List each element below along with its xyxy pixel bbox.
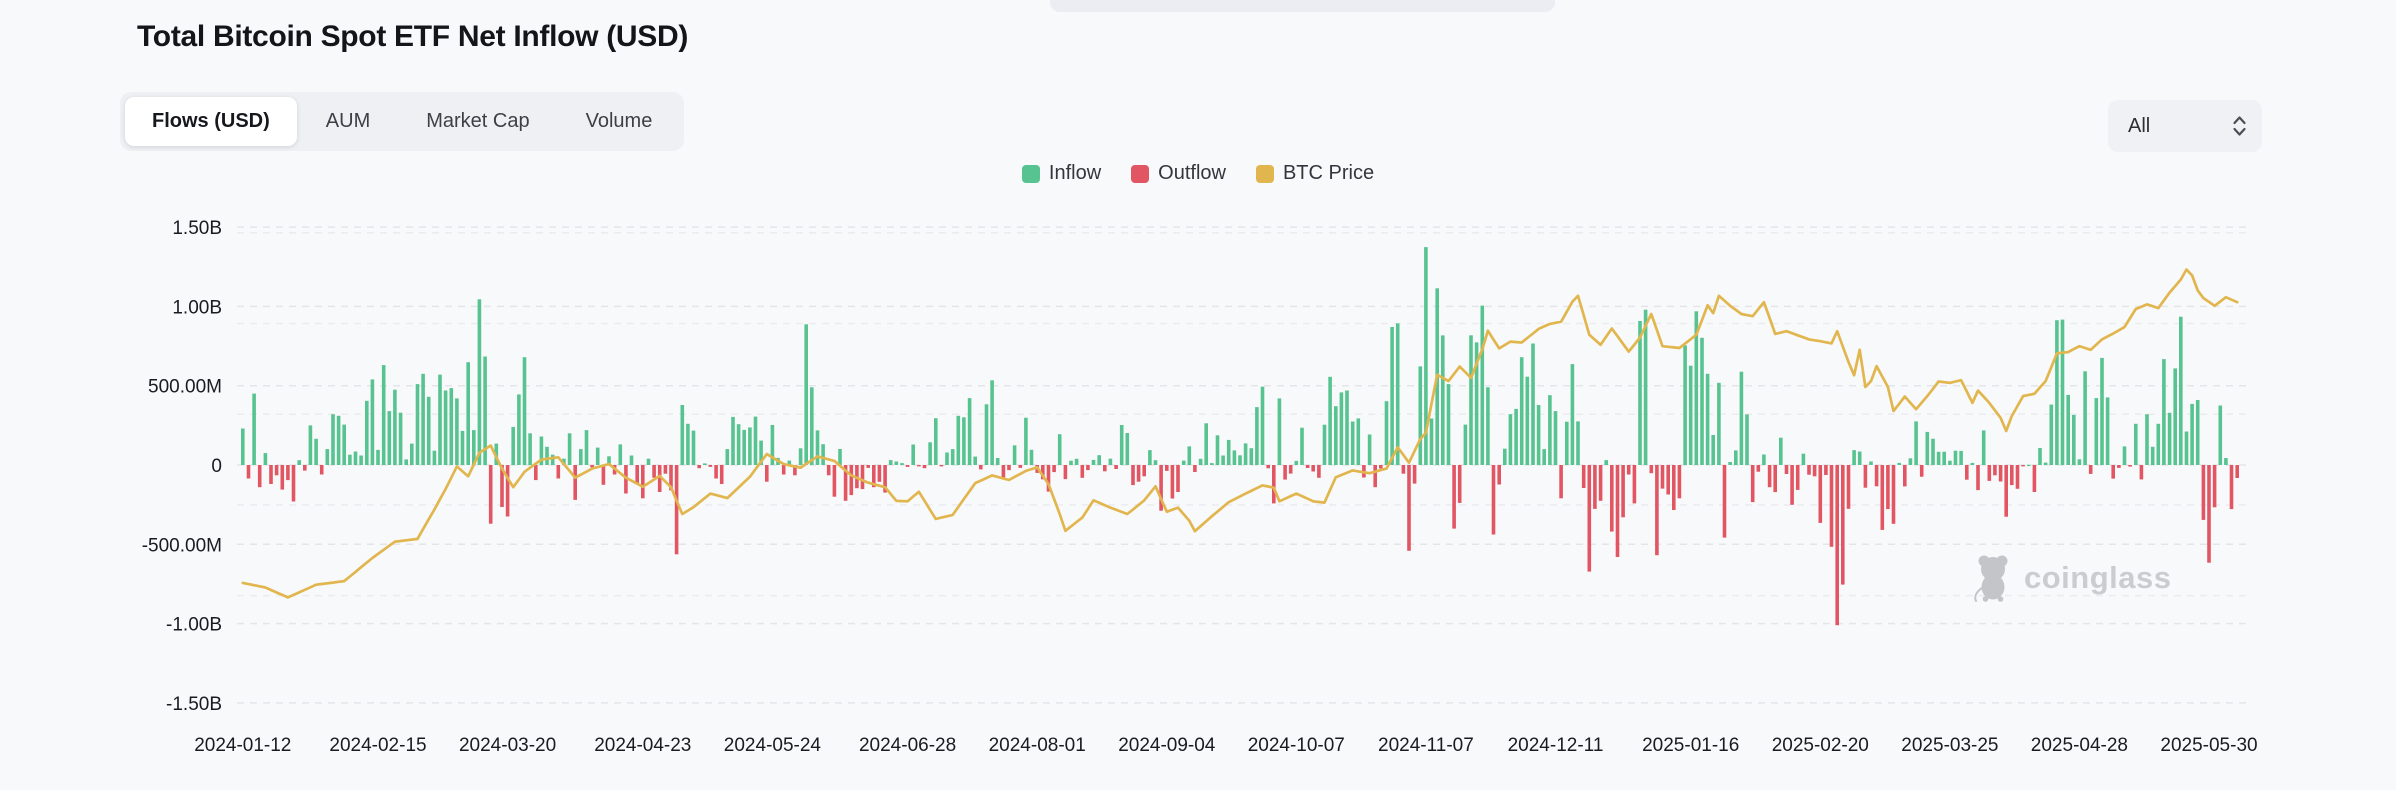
legend: Inflow Outflow BTC Price	[0, 162, 2396, 185]
svg-text:2024-10-07: 2024-10-07	[1248, 735, 1345, 756]
svg-text:500.00M: 500.00M	[148, 377, 222, 398]
coinglass-watermark: coinglass	[1972, 554, 2172, 602]
select-chevrons-icon	[2231, 114, 2248, 138]
legend-item-btc-price[interactable]: BTC Price	[1255, 162, 1375, 185]
legend-label: BTC Price	[1282, 162, 1375, 184]
svg-text:2025-02-20: 2025-02-20	[1772, 735, 1869, 756]
svg-text:2025-03-25: 2025-03-25	[1901, 735, 1998, 756]
legend-label: Inflow	[1048, 162, 1102, 184]
outflow-swatch-icon	[1131, 164, 1150, 183]
btc-price-swatch-icon	[1255, 164, 1274, 183]
tab-market-cap[interactable]: Market Cap	[426, 110, 530, 132]
svg-text:2024-08-01: 2024-08-01	[989, 735, 1086, 756]
svg-text:2025-05-30: 2025-05-30	[2160, 735, 2257, 756]
svg-text:-1.00B: -1.00B	[166, 615, 222, 636]
inflow-swatch-icon	[1021, 164, 1040, 183]
chart-tabs: Flows (USD) AUM Market Cap Volume	[120, 92, 685, 151]
svg-text:2024-02-15: 2024-02-15	[329, 735, 426, 756]
coinglass-logo-icon	[1972, 554, 2014, 602]
svg-text:-1.50B: -1.50B	[166, 694, 222, 715]
svg-text:2024-05-24: 2024-05-24	[724, 735, 822, 756]
svg-text:2025-04-28: 2025-04-28	[2031, 735, 2128, 756]
legend-label: Outflow	[1158, 162, 1226, 184]
legend-item-inflow[interactable]: Inflow	[1021, 162, 1102, 185]
svg-text:2024-09-04: 2024-09-04	[1118, 735, 1216, 756]
watermark-text: coinglass	[2024, 560, 2172, 595]
svg-text:2024-06-28: 2024-06-28	[859, 735, 956, 756]
svg-text:2024-03-20: 2024-03-20	[459, 735, 556, 756]
range-select[interactable]: All	[2108, 100, 2262, 152]
tab-flows-usd[interactable]: Flows (USD)	[125, 97, 297, 146]
page-title: Total Bitcoin Spot ETF Net Inflow (USD)	[137, 20, 689, 53]
legend-item-outflow[interactable]: Outflow	[1131, 162, 1226, 185]
tab-volume[interactable]: Volume	[585, 110, 653, 132]
svg-text:2025-01-16: 2025-01-16	[1642, 735, 1739, 756]
svg-text:2024-01-12: 2024-01-12	[194, 735, 291, 756]
svg-text:2024-11-07: 2024-11-07	[1378, 735, 1474, 756]
svg-text:1.50B: 1.50B	[172, 218, 222, 239]
svg-text:0: 0	[211, 456, 222, 477]
tab-aum[interactable]: AUM	[325, 110, 371, 132]
svg-text:-500.00M: -500.00M	[142, 535, 222, 556]
range-select-value: All	[2128, 114, 2151, 137]
svg-text:1.00B: 1.00B	[172, 297, 222, 318]
svg-text:2024-12-11: 2024-12-11	[1508, 735, 1604, 756]
svg-text:2024-04-23: 2024-04-23	[594, 735, 691, 756]
top-center-pill	[1050, 0, 1555, 12]
